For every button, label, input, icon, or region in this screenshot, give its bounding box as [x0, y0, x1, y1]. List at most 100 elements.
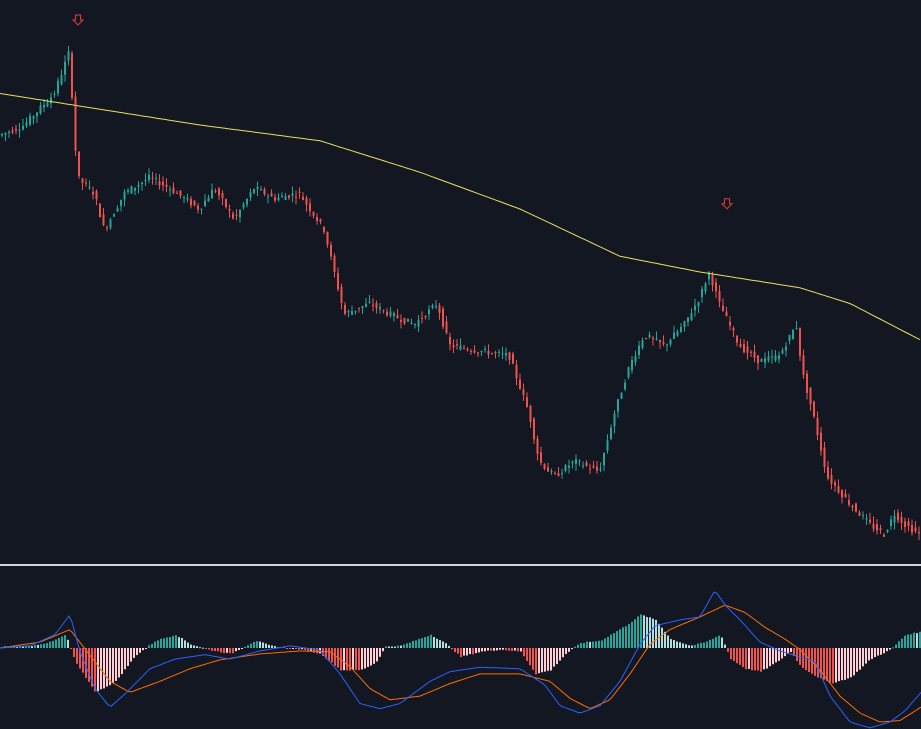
- candle-body: [456, 344, 458, 346]
- candle: [883, 533, 885, 538]
- candle-body: [816, 417, 819, 435]
- histogram-bar: [55, 639, 57, 648]
- histogram-bar: [22, 646, 24, 648]
- candle: [141, 181, 143, 191]
- candle: [442, 306, 444, 330]
- candle: [701, 286, 703, 303]
- candle: [550, 468, 553, 475]
- histogram-bar: [472, 648, 474, 655]
- candle-body: [883, 534, 885, 537]
- candle: [834, 479, 836, 492]
- histogram-bar: [538, 648, 540, 674]
- histogram-bar: [34, 644, 36, 648]
- candle: [267, 193, 269, 204]
- candle-body: [179, 190, 182, 196]
- candle-body: [365, 303, 367, 307]
- histogram-bar: [691, 645, 693, 648]
- histogram-bar: [250, 643, 252, 648]
- candle: [519, 373, 521, 390]
- candle-body: [218, 188, 220, 196]
- histogram-bar: [613, 633, 615, 648]
- candle-body: [837, 485, 840, 493]
- candle: [774, 349, 777, 363]
- histogram-bar: [346, 648, 348, 671]
- histogram-bar: [160, 638, 162, 648]
- candle-body: [372, 304, 374, 307]
- candle-body: [400, 319, 402, 323]
- candle: [298, 187, 301, 199]
- candle: [648, 331, 651, 339]
- histogram-bar: [307, 648, 309, 652]
- candle-body: [778, 355, 780, 360]
- candle: [368, 294, 371, 304]
- histogram-bar: [169, 637, 171, 648]
- histogram-bar: [28, 645, 30, 648]
- histogram-bar: [865, 648, 867, 664]
- histogram-bar: [220, 648, 222, 653]
- histogram-bar: [154, 641, 156, 648]
- histogram-bar: [451, 648, 453, 650]
- histogram-bar: [895, 644, 897, 648]
- candle: [64, 55, 66, 82]
- histogram-bar: [517, 648, 519, 652]
- candle: [498, 349, 500, 358]
- candle: [235, 209, 238, 221]
- candle-body: [718, 291, 721, 302]
- candle-body: [8, 131, 10, 133]
- candle-body: [337, 273, 339, 290]
- candle-body: [631, 359, 633, 371]
- candle: [4, 132, 7, 142]
- candle-body: [403, 317, 406, 324]
- candle-body: [64, 61, 66, 75]
- candle-body: [855, 503, 857, 512]
- candle-body: [442, 308, 444, 327]
- candle-body: [918, 532, 920, 534]
- candle-body: [344, 304, 346, 314]
- histogram-bar: [235, 648, 237, 652]
- candle-body: [638, 345, 640, 356]
- candle-body: [568, 465, 570, 468]
- candle: [876, 518, 878, 535]
- candle: [484, 345, 486, 353]
- histogram-bar: [283, 647, 285, 649]
- histogram-bar: [211, 648, 213, 651]
- histogram-bar: [898, 641, 900, 648]
- histogram-bar: [112, 648, 114, 683]
- histogram-bar: [292, 648, 294, 649]
- candle: [638, 340, 640, 360]
- candle-body: [522, 389, 525, 395]
- candle-body: [396, 315, 399, 319]
- histogram-bar: [67, 639, 69, 648]
- histogram-bar: [40, 644, 42, 648]
- histogram-bar: [640, 614, 642, 648]
- candle-body: [267, 196, 269, 198]
- candle: [711, 271, 714, 292]
- histogram-bar: [814, 648, 816, 676]
- histogram-bar: [466, 648, 468, 656]
- candle-body: [291, 193, 294, 196]
- histogram-bar: [109, 648, 111, 686]
- histogram-bar: [316, 648, 318, 654]
- candle: [907, 518, 910, 532]
- candle-body: [907, 521, 910, 527]
- candle-body: [666, 344, 668, 346]
- signal-arrows: [71, 14, 734, 210]
- candle-body: [582, 465, 584, 467]
- histogram-bar: [241, 648, 243, 649]
- histogram-bar: [502, 648, 504, 650]
- candle-body: [316, 216, 318, 221]
- candle-body: [669, 339, 672, 345]
- histogram-bar: [214, 648, 216, 652]
- candle: [809, 387, 812, 411]
- candle-body: [827, 466, 829, 479]
- histogram-bar: [151, 643, 153, 648]
- histogram-bar: [175, 635, 177, 648]
- candle-body: [795, 328, 798, 330]
- candle-body: [617, 399, 619, 412]
- candle: [652, 335, 654, 346]
- panel-divider[interactable]: [0, 564, 921, 566]
- candle: [379, 303, 381, 314]
- candle-body: [102, 214, 105, 226]
- candle: [673, 325, 675, 339]
- candle-body: [428, 309, 430, 315]
